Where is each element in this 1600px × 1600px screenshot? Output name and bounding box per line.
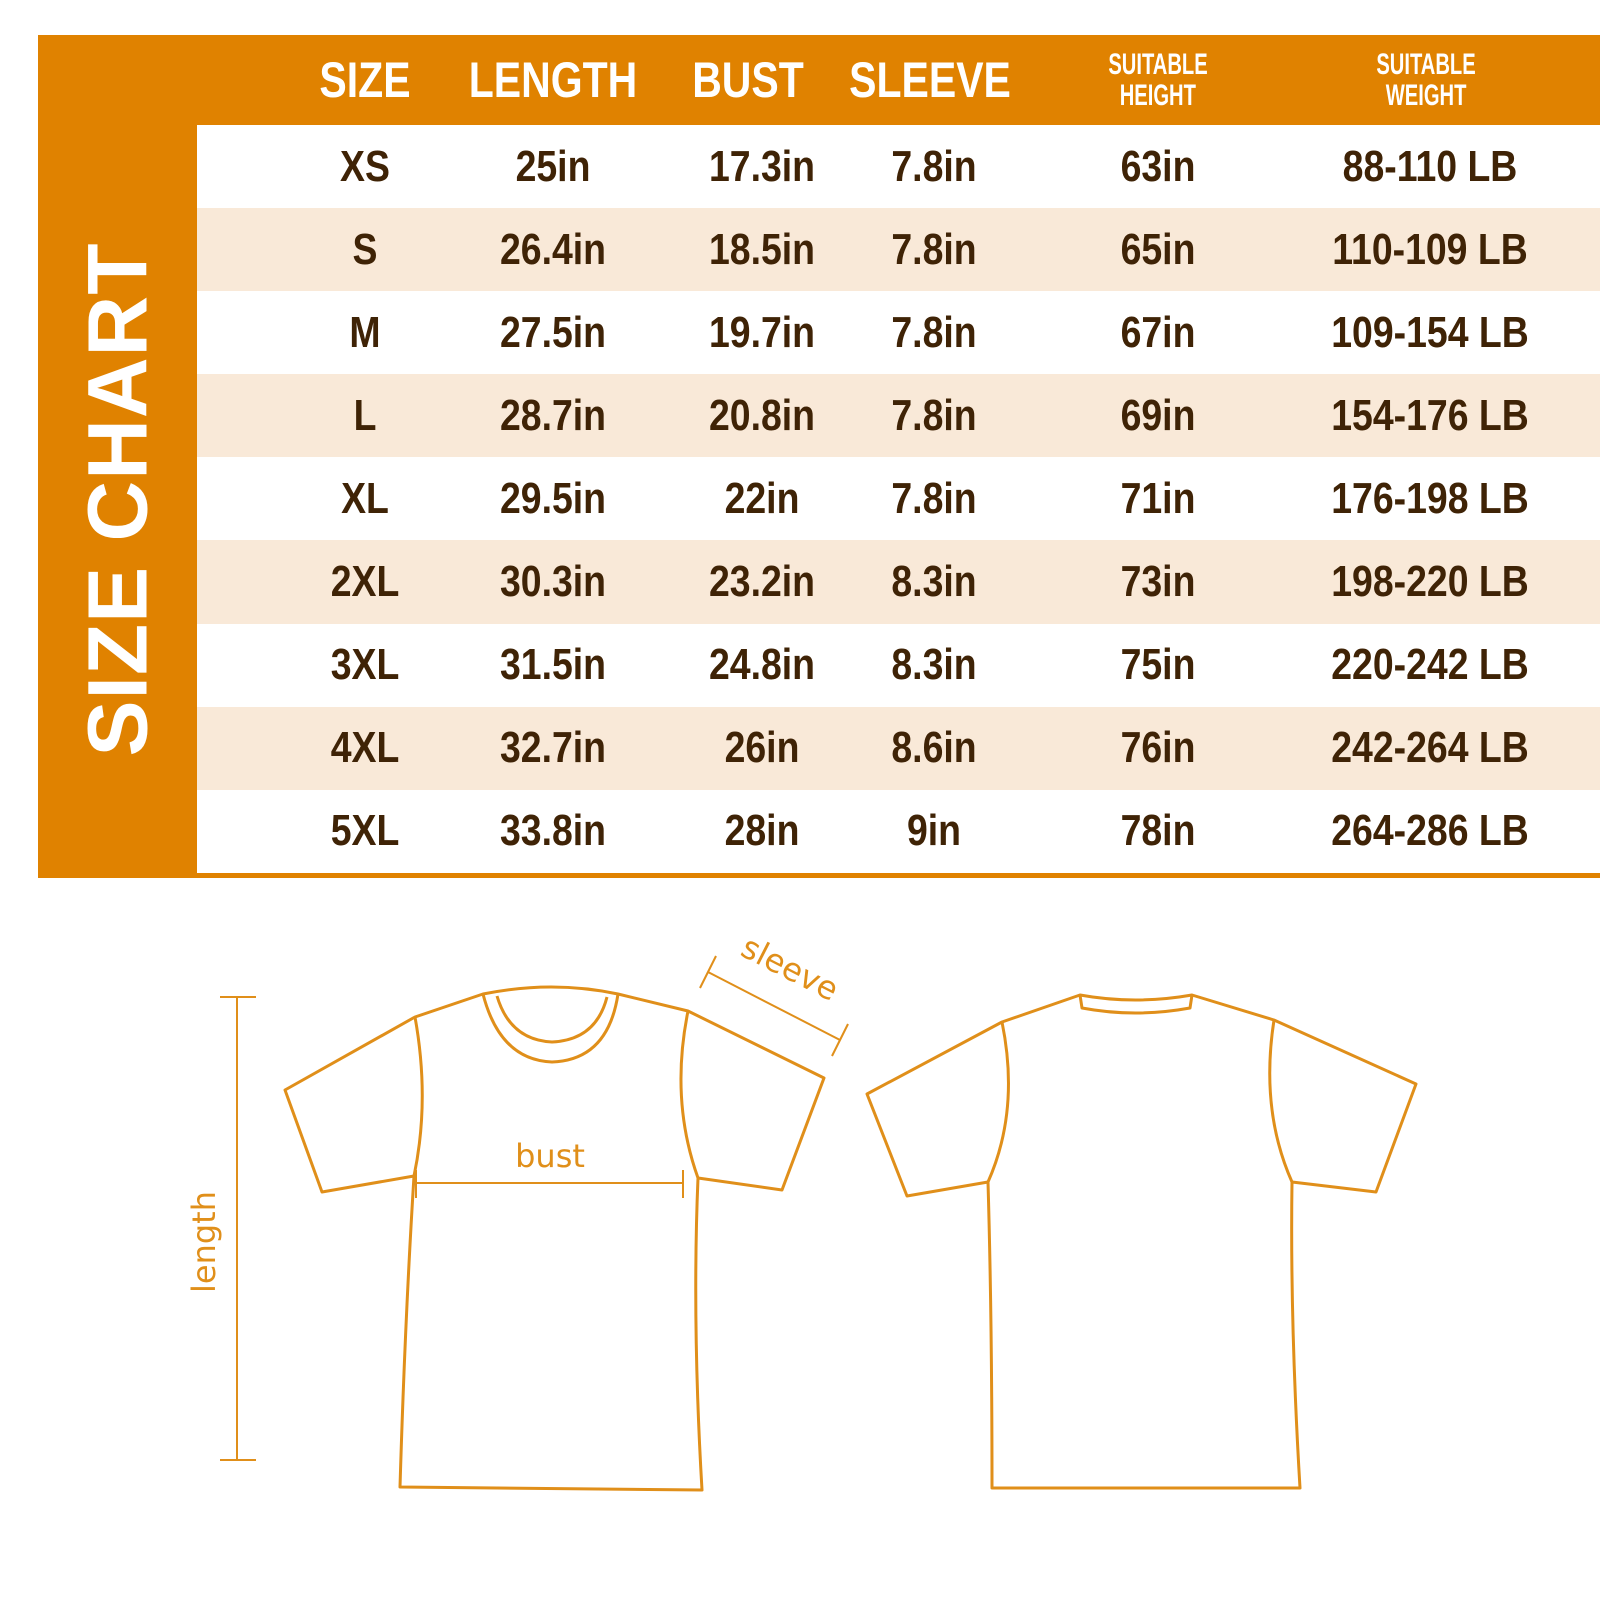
cell-height: 78in bbox=[1120, 806, 1196, 856]
cell-length: 31.5in bbox=[499, 640, 607, 690]
cell-bust: 24.8in bbox=[708, 640, 816, 690]
cell-height: 69in bbox=[1120, 390, 1196, 440]
front-shirt-icon bbox=[283, 985, 826, 1492]
table-row: S 26.4in 18.5in 7.8in 65in 110-109 LB bbox=[197, 208, 1600, 292]
header-height: SUITABLE HEIGHT bbox=[1108, 48, 1208, 112]
table-row: 4XL 32.7in 26in 8.6in 76in 242-264 LB bbox=[197, 706, 1600, 790]
measure-lines bbox=[220, 955, 849, 1461]
cell-length: 32.7in bbox=[499, 723, 607, 773]
cell-weight: 198-220 LB bbox=[1331, 557, 1529, 607]
side-title: SIZE CHART bbox=[38, 125, 197, 873]
size-table: XS 25in 17.3in 7.8in 63in 88-110 LB S 26.4in 18.… bbox=[197, 125, 1600, 873]
cell-height: 67in bbox=[1120, 307, 1196, 357]
cell-size: XS bbox=[340, 141, 390, 191]
cell-size: 4XL bbox=[330, 723, 400, 773]
cell-sleeve: 7.8in bbox=[891, 307, 977, 357]
cell-size: 5XL bbox=[330, 806, 400, 856]
cell-length: 27.5in bbox=[499, 307, 607, 357]
cell-length: 30.3in bbox=[499, 557, 607, 607]
cell-height: 75in bbox=[1120, 640, 1196, 690]
cell-height: 76in bbox=[1120, 723, 1196, 773]
table-row: 3XL 31.5in 24.8in 8.3in 75in 220-242 LB bbox=[197, 623, 1600, 707]
table-row: XL 29.5in 22in 7.8in 71in 176-198 LB bbox=[197, 457, 1600, 541]
table-row: L 28.7in 20.8in 7.8in 69in 154-176 LB bbox=[197, 374, 1600, 458]
table-row: M 27.5in 19.7in 7.8in 67in 109-154 LB bbox=[197, 291, 1600, 375]
cell-bust: 22in bbox=[724, 473, 800, 523]
cell-weight: 109-154 LB bbox=[1331, 307, 1529, 357]
cell-weight: 220-242 LB bbox=[1331, 640, 1529, 690]
cell-bust: 26in bbox=[724, 723, 800, 773]
size-chart-title: SIZE CHART bbox=[70, 242, 164, 756]
cell-weight: 242-264 LB bbox=[1331, 723, 1529, 773]
header-weight: SUITABLE WEIGHT bbox=[1376, 48, 1476, 112]
header-length: LENGTH bbox=[468, 52, 638, 108]
cell-weight: 264-286 LB bbox=[1331, 806, 1529, 856]
cell-weight: 176-198 LB bbox=[1331, 473, 1529, 523]
cell-bust: 18.5in bbox=[708, 224, 816, 274]
cell-weight: 88-110 LB bbox=[1342, 141, 1518, 191]
cell-sleeve: 7.8in bbox=[891, 141, 977, 191]
table-row: 5XL 33.8in 28in 9in 78in 264-286 LB bbox=[197, 789, 1600, 873]
cell-sleeve: 9in bbox=[906, 806, 962, 856]
cell-sleeve: 8.6in bbox=[891, 723, 977, 773]
cell-length: 29.5in bbox=[499, 473, 607, 523]
cell-bust: 23.2in bbox=[708, 557, 816, 607]
cell-bust: 17.3in bbox=[708, 141, 816, 191]
cell-length: 26.4in bbox=[499, 224, 607, 274]
back-shirt-icon bbox=[865, 993, 1418, 1490]
tshirt-diagram: bust length sleeve bbox=[185, 928, 1418, 1492]
cell-size: 3XL bbox=[330, 640, 400, 690]
cell-size: 2XL bbox=[330, 557, 400, 607]
header-sleeve: SLEEVE bbox=[849, 52, 1011, 108]
sleeve-label: sleeve bbox=[735, 928, 845, 1009]
cell-bust: 19.7in bbox=[708, 307, 816, 357]
cell-length: 28.7in bbox=[499, 390, 607, 440]
cell-height: 65in bbox=[1120, 224, 1196, 274]
cell-sleeve: 7.8in bbox=[891, 224, 977, 274]
cell-length: 25in bbox=[515, 141, 591, 191]
cell-sleeve: 8.3in bbox=[891, 557, 977, 607]
cell-height: 63in bbox=[1120, 141, 1196, 191]
bust-label: bust bbox=[515, 1137, 585, 1175]
header-bust: BUST bbox=[692, 52, 804, 108]
cell-weight: 154-176 LB bbox=[1331, 390, 1529, 440]
cell-size: XL bbox=[341, 473, 389, 523]
cell-sleeve: 8.3in bbox=[891, 640, 977, 690]
header-size: SIZE bbox=[319, 52, 411, 108]
cell-bust: 20.8in bbox=[708, 390, 816, 440]
table-row: XS 25in 17.3in 7.8in 63in 88-110 LB bbox=[197, 125, 1600, 209]
length-label: length bbox=[185, 1191, 223, 1293]
cell-size: M bbox=[349, 307, 381, 357]
cell-sleeve: 7.8in bbox=[891, 390, 977, 440]
cell-height: 71in bbox=[1120, 473, 1196, 523]
cell-size: S bbox=[352, 224, 378, 274]
cell-sleeve: 7.8in bbox=[891, 473, 977, 523]
table-row: 2XL 30.3in 23.2in 8.3in 73in 198-220 LB bbox=[197, 540, 1600, 624]
cell-weight: 110-109 LB bbox=[1332, 224, 1528, 274]
cell-height: 73in bbox=[1120, 557, 1196, 607]
cell-size: L bbox=[353, 390, 377, 440]
cell-bust: 28in bbox=[724, 806, 800, 856]
cell-length: 33.8in bbox=[499, 806, 607, 856]
